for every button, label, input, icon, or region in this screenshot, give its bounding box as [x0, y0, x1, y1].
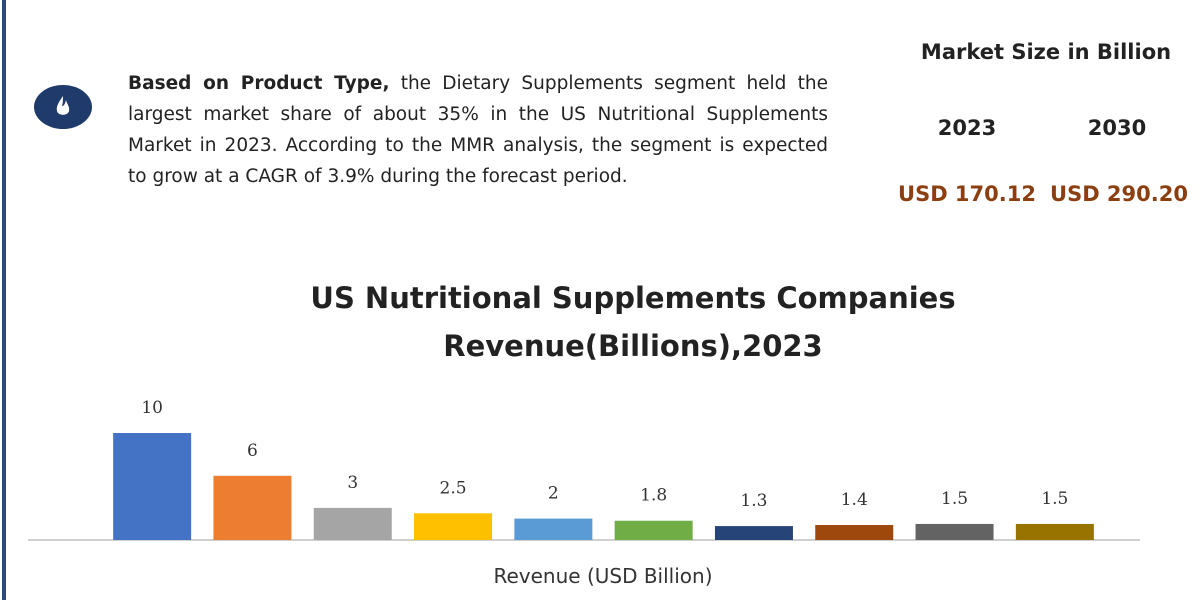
- summary: Based on Product Type, the Dietary Suppl…: [128, 68, 828, 192]
- market-year: 2023: [937, 116, 997, 140]
- bar: [714, 526, 793, 540]
- bar: [614, 520, 693, 540]
- bar: [915, 523, 994, 540]
- x-axis-label: Revenue (USD Billion): [493, 564, 713, 588]
- value-label: 6: [247, 441, 258, 461]
- value-label: 10: [141, 398, 163, 418]
- summary-lead: Based on Product Type,: [128, 73, 390, 94]
- bar: [213, 475, 292, 540]
- market-value: USD 290.20: [1050, 182, 1188, 206]
- value-label: 1.8: [640, 486, 667, 506]
- market-year: 2030: [1087, 116, 1147, 140]
- summary-text: the Dietary Supplements segment held the…: [128, 73, 828, 187]
- left-border: [2, 0, 6, 600]
- market-value: USD 170.12: [898, 182, 1036, 206]
- value-label: 1.4: [841, 490, 868, 510]
- value-label: 2: [548, 484, 559, 504]
- value-label: 1.3: [740, 491, 767, 511]
- flame: [56, 96, 70, 115]
- value-label: 1.5: [1041, 489, 1068, 509]
- value-label: 1.5: [941, 489, 968, 509]
- value-label: 2.5: [440, 478, 467, 498]
- bar: [414, 513, 493, 540]
- bar: [514, 518, 593, 540]
- bar: [1015, 523, 1094, 540]
- chart-title: US Nutritional Supplements Companies Rev…: [310, 281, 956, 363]
- bar: [815, 525, 894, 540]
- value-label: 3: [347, 473, 358, 493]
- bar: [113, 433, 192, 540]
- market-title: Market Size in Billion: [920, 40, 1172, 64]
- bar: [313, 507, 392, 540]
